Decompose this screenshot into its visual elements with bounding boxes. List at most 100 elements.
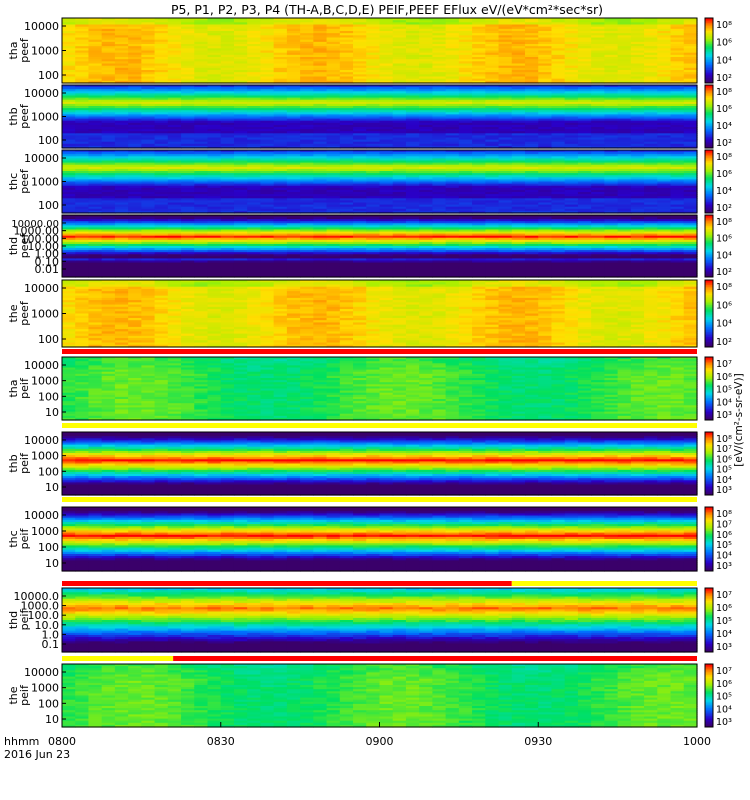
heatmap-cell — [220, 91, 235, 94]
heatmap-cell — [313, 156, 328, 159]
heatmap-cell — [88, 57, 103, 60]
heatmap-cell — [313, 37, 328, 41]
heatmap-cell — [141, 145, 156, 149]
heatmap-cell — [220, 37, 235, 41]
heatmap-cell — [300, 76, 314, 80]
heatmap-cell — [207, 241, 222, 245]
heatmap-cell — [445, 63, 460, 67]
y-tick-label: 100 — [38, 199, 59, 212]
heatmap-cell — [273, 217, 288, 220]
heatmap-cell — [683, 154, 698, 157]
heatmap-cell — [194, 112, 209, 115]
heatmap-cell — [683, 124, 698, 128]
heatmap-cell — [445, 44, 460, 47]
heatmap-cell — [472, 74, 486, 78]
heatmap-cell — [75, 112, 90, 115]
heatmap-cell — [670, 76, 685, 80]
colorbar-step — [705, 99, 713, 102]
heatmap-cell — [286, 74, 301, 78]
heatmap-cell — [511, 110, 526, 113]
heatmap-cell — [88, 260, 103, 264]
heatmap-cell — [75, 198, 90, 201]
heatmap-cell — [617, 91, 632, 94]
heatmap-cell — [392, 198, 407, 201]
heatmap-cell — [233, 177, 248, 180]
heatmap-cell — [498, 41, 513, 45]
heatmap-cell — [551, 187, 566, 191]
heatmap-cell — [657, 95, 672, 99]
heatmap-cell — [511, 31, 526, 34]
heatmap-cell — [181, 137, 195, 141]
heatmap-cell — [247, 131, 262, 134]
heatmap-cell — [181, 189, 195, 193]
heatmap-cell — [128, 202, 142, 206]
heatmap-cell — [88, 141, 103, 145]
heatmap-cell — [141, 37, 156, 41]
heatmap-cell — [273, 158, 288, 162]
heatmap-cell — [247, 260, 262, 264]
heatmap-cell — [445, 131, 460, 134]
heatmap-cell — [326, 59, 341, 62]
heatmap-cell — [551, 74, 566, 78]
heatmap-cell — [62, 256, 76, 259]
heatmap-cell — [498, 166, 513, 170]
heatmap-cell — [247, 196, 262, 199]
heatmap-cell — [617, 37, 632, 41]
heatmap-cell — [313, 18, 328, 21]
heatmap-cell — [88, 127, 103, 130]
heatmap-cell — [498, 187, 513, 191]
heatmap-cell — [247, 85, 262, 88]
heatmap-cell — [353, 187, 367, 191]
heatmap-cell — [485, 54, 500, 58]
heatmap-cell — [591, 137, 605, 141]
heatmap-cell — [683, 208, 698, 212]
colorbar-step — [705, 181, 713, 184]
heatmap-cell — [657, 99, 672, 103]
heatmap-cell — [392, 194, 407, 197]
heatmap-cell — [630, 114, 645, 118]
heatmap-cell — [591, 61, 605, 65]
heatmap-cell — [485, 200, 500, 204]
heatmap-cell — [300, 80, 314, 84]
heatmap-cell — [644, 133, 658, 136]
heatmap-cell — [577, 154, 592, 157]
heatmap-cell — [525, 108, 539, 111]
heatmap-cell — [405, 31, 420, 34]
heatmap-cell — [683, 116, 698, 120]
heatmap-cell — [670, 20, 685, 23]
heatmap-cell — [181, 239, 195, 243]
heatmap-cell — [273, 256, 288, 259]
heatmap-cell — [577, 31, 592, 34]
heatmap-cell — [141, 74, 156, 78]
heatmap-cell — [128, 108, 142, 111]
heatmap-cell — [260, 210, 275, 214]
heatmap-cell — [260, 196, 275, 199]
heatmap-cell — [233, 35, 248, 39]
heatmap-cell — [300, 103, 314, 107]
heatmap-cell — [207, 162, 222, 166]
heatmap-cell — [472, 198, 486, 201]
heatmap-cell — [379, 87, 394, 90]
heatmap-cell — [75, 241, 90, 245]
heatmap-cell — [485, 48, 500, 52]
heatmap-cell — [326, 187, 341, 191]
heatmap-cell — [432, 122, 447, 126]
heatmap-cell — [260, 219, 275, 222]
heatmap-cell — [538, 185, 553, 189]
heatmap-cell — [194, 262, 209, 266]
heatmap-cell — [432, 31, 447, 34]
heatmap-cell — [604, 210, 619, 214]
heatmap-cell — [485, 106, 500, 109]
heatmap-cell — [630, 139, 645, 143]
heatmap-cell — [194, 185, 209, 189]
heatmap-cell — [617, 202, 632, 206]
heatmap-cell — [247, 162, 262, 166]
heatmap-cell — [313, 177, 328, 180]
heatmap-cell — [286, 185, 301, 189]
heatmap-cell — [577, 156, 592, 159]
heatmap-cell — [141, 248, 156, 251]
heatmap-cell — [604, 160, 619, 164]
heatmap-cell — [419, 152, 434, 155]
heatmap-cell — [167, 129, 182, 132]
heatmap-cell — [260, 95, 275, 99]
